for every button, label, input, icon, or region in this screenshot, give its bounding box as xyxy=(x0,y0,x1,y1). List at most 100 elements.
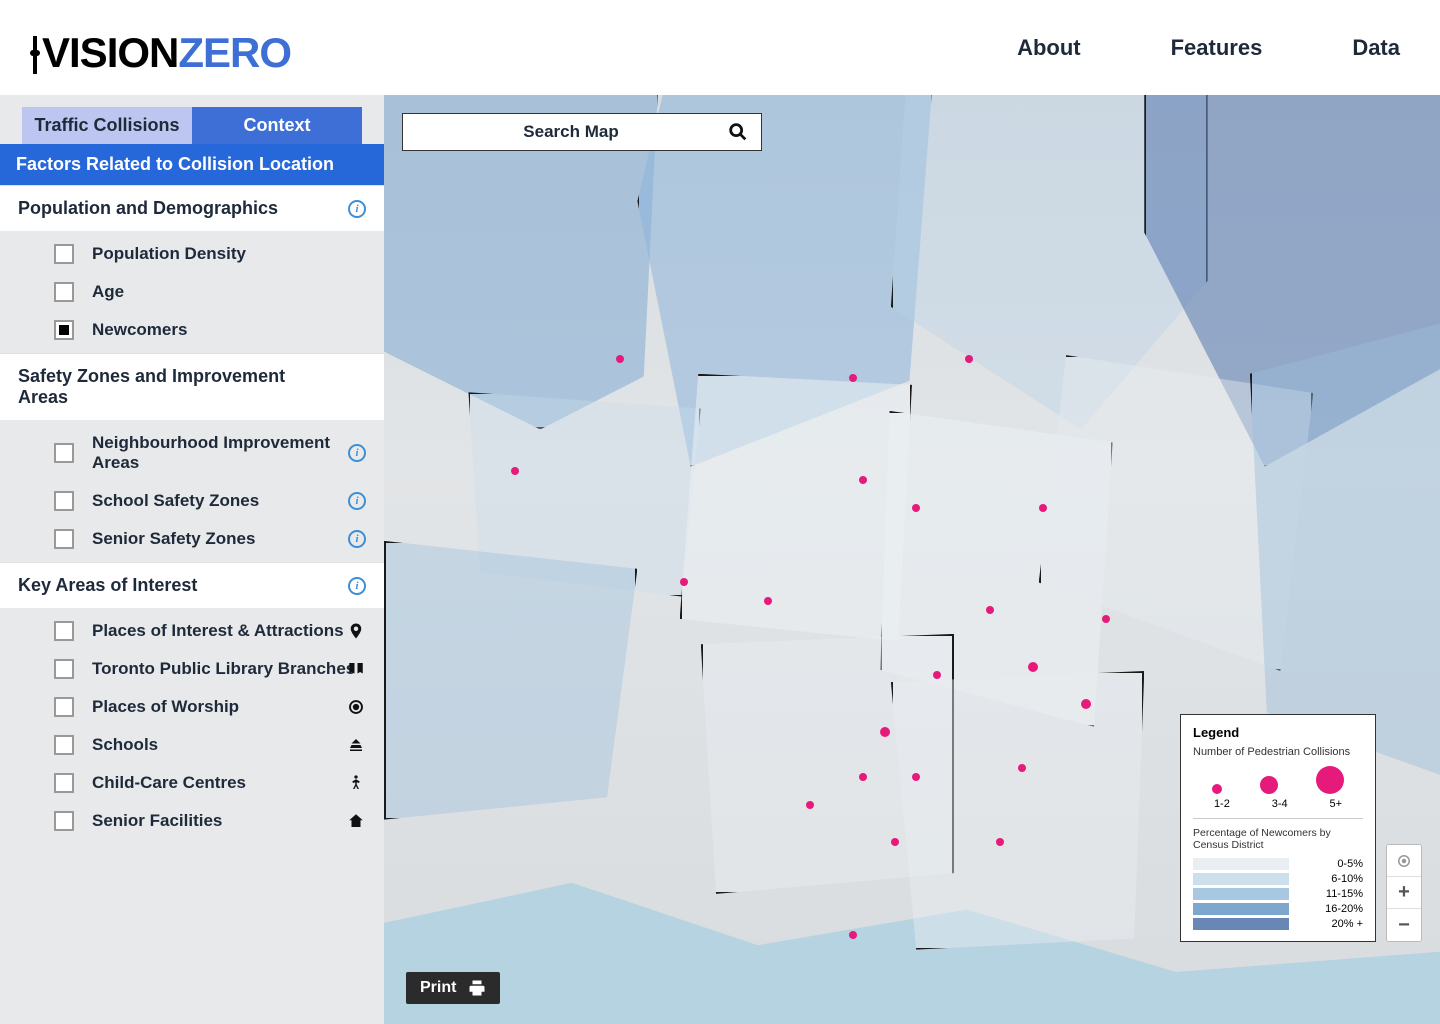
logo-text: VISIONZERO xyxy=(42,32,291,74)
collision-marker[interactable] xyxy=(849,931,857,939)
collision-marker[interactable] xyxy=(1039,504,1047,512)
layer-list-safety: Neighbourhood Improvement Areas i School… xyxy=(0,420,384,562)
checkbox[interactable] xyxy=(54,282,74,302)
checkbox[interactable] xyxy=(54,773,74,793)
map[interactable]: Print + − Legend Number of Pedestrian Co… xyxy=(384,95,1440,1024)
logo-tower-icon xyxy=(28,22,42,74)
layer-item-neighbourhood-improvement[interactable]: Neighbourhood Improvement Areas i xyxy=(0,424,384,482)
logo-vision: VISION xyxy=(42,29,178,76)
checkbox[interactable] xyxy=(54,735,74,755)
collision-marker[interactable] xyxy=(1018,764,1026,772)
legend-choropleth: 0-5%6-10%11-15%16-20%20% + xyxy=(1193,858,1363,930)
checkbox[interactable] xyxy=(54,443,74,463)
layer-label: Age xyxy=(92,282,124,302)
tab-context[interactable]: Context xyxy=(192,107,362,144)
collision-marker[interactable] xyxy=(986,606,994,614)
legend-row-label: 11-15% xyxy=(1326,888,1363,900)
book-icon xyxy=(346,659,366,679)
legend-swatch xyxy=(1193,903,1289,915)
layer-item-newcomers[interactable]: Newcomers xyxy=(0,311,384,349)
nav-data[interactable]: Data xyxy=(1352,35,1400,61)
sidebar: Traffic Collisions Context Factors Relat… xyxy=(0,95,384,1024)
zoom-in-button[interactable]: + xyxy=(1387,877,1421,909)
layer-label: Child-Care Centres xyxy=(92,773,246,793)
school-icon xyxy=(346,735,366,755)
logo[interactable]: VISIONZERO xyxy=(28,22,291,74)
layer-item-schools[interactable]: Schools xyxy=(0,726,384,764)
legend-row: 0-5% xyxy=(1193,858,1363,870)
legend-circles xyxy=(1193,766,1363,794)
legend-swatch xyxy=(1193,858,1289,870)
print-button[interactable]: Print xyxy=(406,972,500,1004)
nav-features[interactable]: Features xyxy=(1171,35,1263,61)
layer-label: Places of Interest & Attractions xyxy=(92,621,344,641)
info-icon[interactable]: i xyxy=(348,200,366,218)
legend-newcomers-label: Percentage of Newcomers by Census Distri… xyxy=(1193,827,1363,852)
collision-marker[interactable] xyxy=(1081,699,1091,709)
collision-marker[interactable] xyxy=(1028,662,1038,672)
nav-about[interactable]: About xyxy=(1017,35,1081,61)
legend-circle xyxy=(1212,784,1222,794)
layer-item-population-density[interactable]: Population Density xyxy=(0,235,384,273)
section-header-population: Population and Demographics i xyxy=(0,185,384,231)
layer-item-age[interactable]: Age xyxy=(0,273,384,311)
legend-circle-label: 3-4 xyxy=(1272,798,1288,810)
layer-label: Neighbourhood Improvement Areas xyxy=(92,433,366,473)
collision-marker[interactable] xyxy=(511,467,519,475)
child-icon xyxy=(346,773,366,793)
tab-traffic-collisions[interactable]: Traffic Collisions xyxy=(22,107,192,144)
checkbox[interactable] xyxy=(54,697,74,717)
checkbox[interactable] xyxy=(54,621,74,641)
legend-circle xyxy=(1260,776,1278,794)
collision-marker[interactable] xyxy=(880,727,890,737)
section-header-safety-zones: Safety Zones and Improvement Areas xyxy=(0,353,384,420)
checkbox[interactable] xyxy=(54,244,74,264)
section-title: Key Areas of Interest xyxy=(18,575,197,595)
info-icon[interactable]: i xyxy=(348,577,366,595)
layer-label: Population Density xyxy=(92,244,246,264)
checkbox[interactable] xyxy=(54,529,74,549)
layer-label: Senior Safety Zones xyxy=(92,529,255,549)
locate-button[interactable] xyxy=(1387,845,1421,877)
checkbox[interactable] xyxy=(54,659,74,679)
info-icon[interactable]: i xyxy=(348,444,366,462)
zoom-out-button[interactable]: − xyxy=(1387,909,1421,941)
section-banner: Factors Related to Collision Location xyxy=(0,144,384,185)
layer-item-child-care[interactable]: Child-Care Centres xyxy=(0,764,384,802)
checkbox[interactable] xyxy=(54,491,74,511)
legend-circle-label: 5+ xyxy=(1330,798,1343,810)
section-header-key-areas: Key Areas of Interest i xyxy=(0,562,384,608)
layer-item-library-branches[interactable]: Toronto Public Library Branches xyxy=(0,650,384,688)
layer-item-senior-safety-zones[interactable]: Senior Safety Zones i xyxy=(0,520,384,558)
collision-marker[interactable] xyxy=(764,597,772,605)
layer-item-senior-facilities[interactable]: Senior Facilities xyxy=(0,802,384,840)
print-label: Print xyxy=(420,979,456,997)
legend-row-label: 6-10% xyxy=(1331,873,1363,885)
info-icon[interactable]: i xyxy=(348,530,366,548)
layer-item-school-safety-zones[interactable]: School Safety Zones i xyxy=(0,482,384,520)
legend-row-label: 16-20% xyxy=(1325,903,1363,915)
layer-item-places-of-interest[interactable]: Places of Interest & Attractions xyxy=(0,612,384,650)
search-icon[interactable] xyxy=(727,121,749,143)
checkbox-checked[interactable] xyxy=(54,320,74,340)
target-icon xyxy=(346,697,366,717)
legend-swatch xyxy=(1193,888,1289,900)
search-input[interactable] xyxy=(415,122,727,142)
collision-marker[interactable] xyxy=(849,374,857,382)
legend-row-label: 0-5% xyxy=(1337,858,1363,870)
pin-icon xyxy=(346,621,366,641)
collision-marker[interactable] xyxy=(680,578,688,586)
info-icon[interactable]: i xyxy=(348,492,366,510)
legend-row: 6-10% xyxy=(1193,873,1363,885)
map-region xyxy=(680,374,912,653)
legend-swatch xyxy=(1193,873,1289,885)
legend-row: 16-20% xyxy=(1193,903,1363,915)
header: VISIONZERO About Features Data xyxy=(0,0,1440,95)
layer-label: School Safety Zones xyxy=(92,491,259,511)
home-icon xyxy=(346,811,366,831)
collision-marker[interactable] xyxy=(965,355,973,363)
legend-circle-label: 1-2 xyxy=(1214,798,1230,810)
checkbox[interactable] xyxy=(54,811,74,831)
layer-item-places-of-worship[interactable]: Places of Worship xyxy=(0,688,384,726)
collision-marker[interactable] xyxy=(912,504,920,512)
